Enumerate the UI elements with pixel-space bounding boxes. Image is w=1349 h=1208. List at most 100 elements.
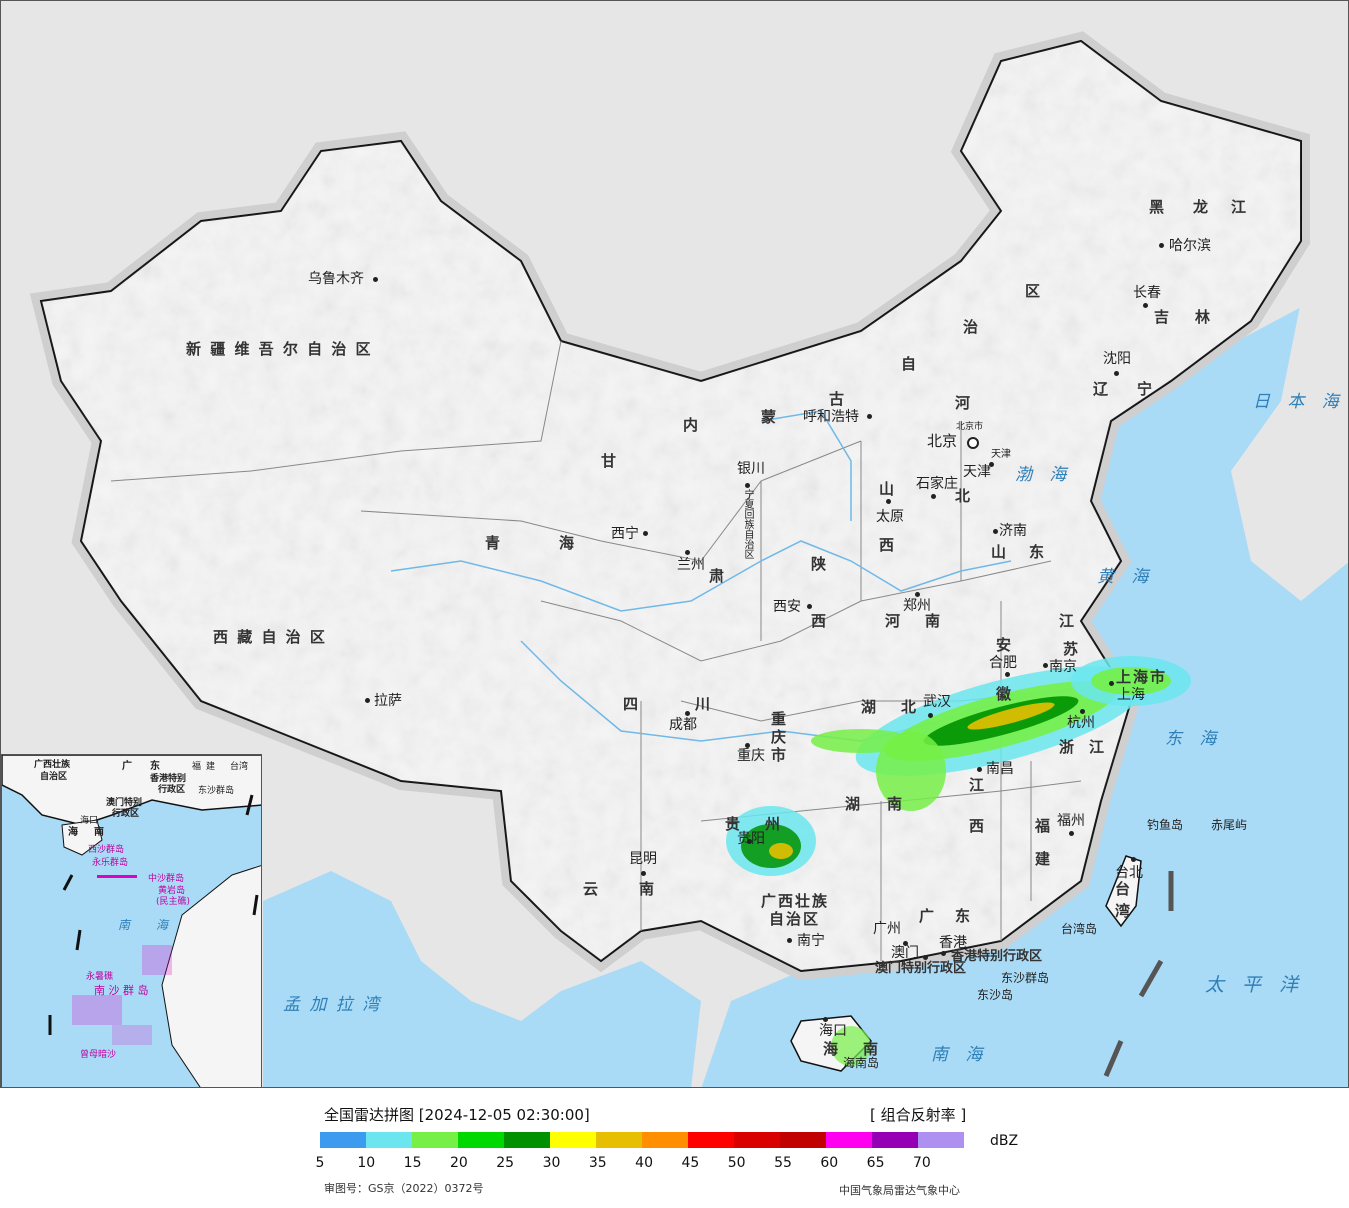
province-label-ji: 吉 [1154, 308, 1172, 326]
city-dot [1114, 371, 1119, 376]
city-dot [1069, 831, 1074, 836]
city-kunming: 昆明 [629, 851, 657, 867]
province-label-zhi: 治 [963, 318, 981, 336]
city-dot [787, 938, 792, 943]
city-dot [745, 483, 750, 488]
province-label-jiangsu-1: 江 [1059, 612, 1077, 630]
legend-tick-label: 5 [315, 1155, 325, 1171]
city-hangzhou: 杭州 [1067, 715, 1095, 731]
city-dot [1043, 663, 1048, 668]
province-label-su: 肃 [709, 567, 727, 585]
city-haikou: 海口 [819, 1023, 847, 1039]
city-dot [928, 713, 933, 718]
city-jinan: 济南 [999, 523, 1027, 539]
maritime-boundary [1103, 871, 1174, 1077]
city-zhengzhou: 郑州 [903, 598, 931, 614]
inset-label-haikou: 海口 [80, 816, 99, 826]
legend-swatch [642, 1132, 688, 1148]
radar-map: 新 疆 维 吾 尔 自 治 区 西 藏 自 治 区 青 海 甘 肃 四 川 云 … [0, 0, 1349, 1088]
legend-tick-label: 15 [403, 1155, 422, 1171]
inset-label-hainan-1: 海 [68, 827, 78, 838]
legend-product: [ 组合反射率 ] [870, 1106, 967, 1124]
province-label-jiangsu-2: 苏 [1063, 640, 1081, 658]
province-label-wan: 湾 [1115, 902, 1133, 920]
legend-swatch [734, 1132, 780, 1148]
city-dot [823, 1017, 828, 1022]
province-label-hainan-1: 海 [823, 1040, 841, 1058]
province-label-henan-1: 河 [885, 612, 903, 630]
province-label-jiangxi-1: 江 [969, 776, 987, 794]
city-beijing-municipality: 北京市 [956, 422, 984, 432]
city-lanzhou: 兰州 [677, 557, 705, 573]
city-dot [747, 839, 752, 844]
capital-icon [967, 437, 979, 449]
province-label-dong: 东 [955, 907, 973, 925]
province-label-ning: 宁 [1137, 380, 1155, 398]
city-dot [1131, 857, 1136, 862]
province-label-qing: 青 [485, 534, 503, 552]
province-label-liao: 辽 [1093, 380, 1111, 398]
sea-label-east-sea: 东 海 [1165, 729, 1223, 749]
city-wuhan: 武汉 [923, 694, 951, 710]
legend-swatch [918, 1132, 964, 1148]
city-dot [1159, 243, 1164, 248]
province-label-zhe: 浙 [1059, 738, 1077, 756]
legend-tick-label: 60 [820, 1155, 839, 1171]
city-dot [685, 550, 690, 555]
legend-swatch [366, 1132, 412, 1148]
china-map-svg [29, 31, 1348, 1087]
inset-label-guangxi-2: 自治区 [40, 772, 68, 782]
city-dot [745, 743, 750, 748]
province-label-zhou: 州 [765, 815, 783, 833]
inset-label-zhongsha: 中沙群岛 [148, 874, 185, 884]
city-yinchuan: 银川 [737, 461, 765, 477]
city-dot [365, 698, 370, 703]
city-dot [807, 604, 812, 609]
province-label-jiang: 江 [1231, 198, 1249, 216]
city-shanghai: 上海 [1117, 687, 1145, 703]
city-dot [931, 494, 936, 499]
sea-label-pacific: 太 平 洋 [1205, 974, 1305, 996]
city-tianjin: 天津 [963, 464, 991, 480]
province-label-jian: 建 [1035, 850, 1053, 868]
province-label-chuan: 川 [695, 695, 713, 713]
province-label-hebei-1: 河 [955, 394, 973, 412]
city-dot [1109, 681, 1114, 686]
city-nanning: 南宁 [797, 933, 825, 949]
legend-tick-label: 45 [681, 1155, 700, 1171]
inset-label-guang: 广 [122, 761, 132, 772]
legend-tick-label: 55 [774, 1155, 792, 1171]
province-label-lin: 林 [1195, 308, 1213, 326]
province-label-xizang: 西 藏 自 治 区 [213, 628, 327, 646]
province-label-hainan-2: 南 [863, 1040, 881, 1058]
sea-label-bay-of-bengal: 孟 加 拉 湾 [283, 995, 382, 1015]
legend-swatch [780, 1132, 826, 1148]
legend-tick-label: 40 [635, 1155, 654, 1171]
south-china-sea-inset: 广西壮族 自治区 广 东 福 建 台湾 澳门特别 行政区 香港特别 行政区 东沙… [1, 754, 262, 1087]
city-dot [941, 951, 946, 956]
province-label-hui: 徽 [996, 685, 1014, 703]
legend-swatch [504, 1132, 550, 1148]
inset-label-macao-1: 澳门特别 [106, 798, 143, 808]
city-taiyuan: 太原 [876, 509, 904, 525]
city-chengdu: 成都 [669, 717, 697, 733]
city-dot [685, 711, 690, 716]
island-label-chiwei: 赤尾屿 [1211, 818, 1248, 832]
legend: 全国雷达拼图 [2024-12-05 02:30:00] [ 组合反射率 ] d… [0, 1088, 1349, 1208]
province-label-gui: 贵 [725, 815, 743, 833]
province-label-zi: 自 [901, 355, 919, 373]
island-label-taiwan: 台湾岛 [1061, 922, 1098, 936]
legend-swatch [412, 1132, 458, 1148]
inset-label-jian: 建 [206, 762, 216, 772]
inset-label-huangyan: 黄岩岛 [158, 886, 186, 896]
map-approval-number: 审图号：GS京（2022）0372号 [324, 1182, 484, 1195]
inset-label-guangxi-1: 广西壮族 [34, 760, 71, 770]
city-dot [923, 955, 928, 960]
city-hongkong: 香港 [939, 935, 967, 951]
province-label-shanxi-2: 西 [879, 536, 897, 554]
province-label-shanxi-1: 山 [879, 480, 897, 498]
province-label-guang: 广 [919, 907, 937, 925]
radar-echoes [726, 656, 1191, 1066]
sea-label-bohai: 渤 海 [1015, 465, 1073, 485]
city-dot [915, 592, 920, 597]
